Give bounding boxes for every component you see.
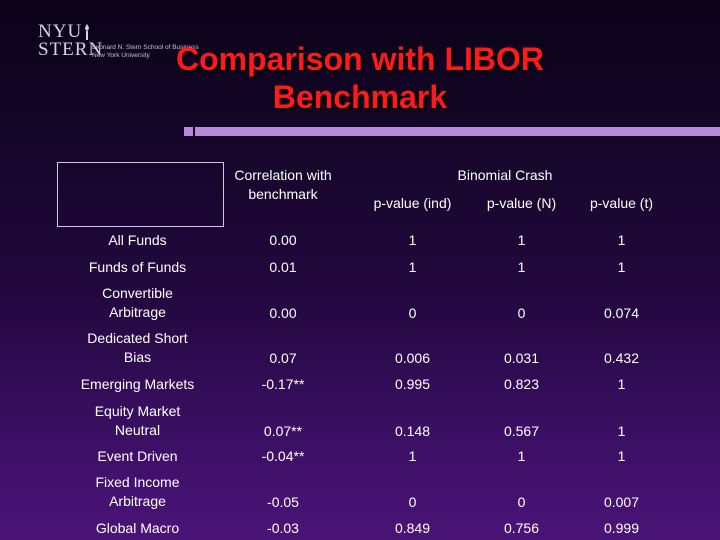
title-rule: [195, 127, 720, 136]
cell-pt: 0.007: [603, 494, 640, 510]
cell-corr: 0.00: [269, 232, 297, 248]
cell-pn: 0.823: [503, 376, 540, 392]
slide-title-line-2: Benchmark: [272, 79, 448, 115]
cell-pind: 1: [408, 232, 417, 248]
cell-pn: 1: [517, 232, 526, 248]
row-label: Funds of Funds: [88, 259, 187, 275]
cell-pt: 1: [617, 232, 626, 248]
cell-pt: 0.074: [603, 305, 640, 321]
header-pvalue-n: p-value (N): [486, 195, 557, 211]
cell-pt: 1: [617, 259, 626, 275]
cell-pind: 1: [408, 448, 417, 464]
logo-stern-text: STERN: [38, 39, 104, 60]
row-label: Convertible Arbitrage: [102, 285, 173, 320]
title-rule-accent: [184, 127, 193, 136]
cell-pt: 1: [617, 376, 626, 392]
cell-pn: 0.567: [503, 423, 540, 439]
cell-pn: 1: [517, 448, 526, 464]
row-label: All Funds: [108, 232, 167, 248]
cell-pind: 0.995: [394, 376, 431, 392]
cell-pind: 0.849: [394, 520, 431, 536]
slide-title: Comparison with LIBOR Benchmark: [140, 40, 580, 116]
cell-pind: 0: [408, 305, 417, 321]
cell-pind: 0: [408, 494, 417, 510]
header-pvalue-t: p-value (t): [589, 195, 654, 211]
table-corner-cell: [57, 162, 224, 227]
header-pvalue-ind: p-value (ind): [373, 195, 452, 211]
cell-corr: -0.04**: [261, 448, 305, 464]
cell-pn: 1: [517, 259, 526, 275]
cell-corr: -0.05: [267, 494, 299, 510]
row-label: Fixed Income Arbitrage: [95, 474, 180, 509]
header-binomial-crash: Binomial Crash: [457, 167, 553, 183]
cell-pn: 0.756: [503, 520, 540, 536]
cell-pind: 0.148: [394, 423, 431, 439]
row-label: Equity Market Neutral: [94, 403, 181, 438]
row-label: Global Macro: [95, 520, 180, 536]
cell-corr: 0.07: [269, 350, 297, 366]
cell-pind: 1: [408, 259, 417, 275]
cell-corr: 0.01: [269, 259, 297, 275]
row-label: Event Driven: [97, 448, 178, 464]
cell-pn: 0: [517, 494, 526, 510]
cell-corr: 0.00: [269, 305, 297, 321]
cell-pt: 1: [617, 448, 626, 464]
logo-nyu-text: NYU: [38, 21, 83, 42]
slide-title-line-1: Comparison with LIBOR: [176, 41, 544, 77]
cell-corr: 0.07**: [263, 423, 303, 439]
torch-icon: [85, 24, 89, 40]
cell-pn: 0: [517, 305, 526, 321]
cell-pt: 1: [617, 423, 626, 439]
cell-pt: 0.999: [603, 520, 640, 536]
cell-corr: -0.03: [267, 520, 299, 536]
logo-school-line-2: New York University: [92, 52, 150, 59]
cell-pt: 0.432: [603, 350, 640, 366]
logo-school-text: Leonard N. Stern School of Business New …: [92, 44, 199, 60]
row-label: Dedicated Short Bias: [87, 330, 188, 365]
cell-pind: 0.006: [394, 350, 431, 366]
cell-corr: -0.17**: [261, 376, 305, 392]
cell-pn: 0.031: [503, 350, 540, 366]
row-label: Emerging Markets: [80, 376, 195, 392]
logo-school-line-1: Leonard N. Stern School of Business: [92, 44, 199, 51]
nyu-stern-logo: NYU STERN Leonard N. Stern School of Bus…: [38, 22, 208, 72]
header-correlation: Correlation with benchmark: [234, 167, 332, 202]
